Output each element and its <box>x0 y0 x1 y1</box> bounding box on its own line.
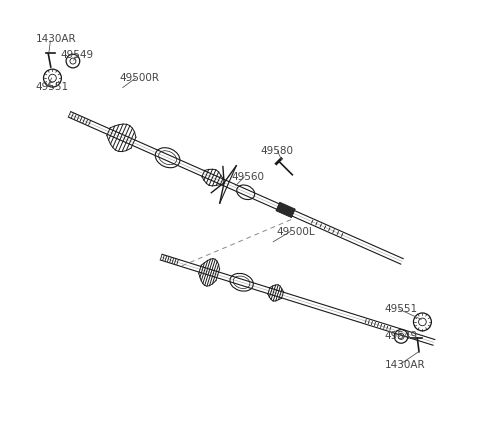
Text: 49551: 49551 <box>36 82 69 92</box>
Text: 49580: 49580 <box>261 145 293 156</box>
Polygon shape <box>276 202 295 218</box>
Text: 49549: 49549 <box>60 50 93 60</box>
Text: 1430AR: 1430AR <box>385 360 426 369</box>
Text: 49551: 49551 <box>385 304 418 314</box>
Text: 1430AR: 1430AR <box>36 34 76 44</box>
Text: 49500R: 49500R <box>120 73 160 83</box>
Text: 49560: 49560 <box>231 172 264 182</box>
Text: 49500L: 49500L <box>276 227 315 236</box>
Text: 49549: 49549 <box>385 331 418 341</box>
